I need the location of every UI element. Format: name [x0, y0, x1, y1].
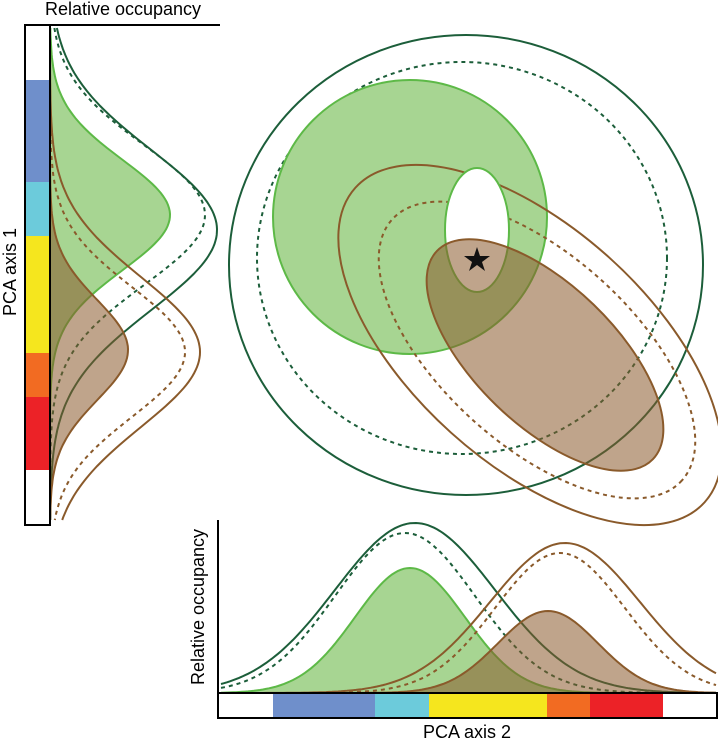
- band-yellow: [429, 694, 547, 717]
- band-cyan: [26, 182, 49, 236]
- axis-label: Relative occupancy: [45, 0, 201, 19]
- brown-dotted-contour: [377, 200, 697, 500]
- density-curve: [220, 531, 716, 694]
- main-plot: [228, 34, 718, 527]
- band-blue: [273, 694, 375, 717]
- band-orange: [547, 694, 590, 717]
- brown-outer-contour: [337, 163, 718, 527]
- band-cyan: [375, 694, 429, 717]
- side-label: PCA axis 1: [0, 228, 20, 316]
- band-yellow: [26, 236, 49, 353]
- side-label: PCA axis 2: [423, 722, 511, 742]
- band-blue: [26, 80, 49, 182]
- left-panel: Relative occupancy PCA axis 1: [0, 0, 220, 526]
- green-outer-contour: [228, 34, 704, 496]
- band-orange: [26, 353, 49, 397]
- bottom-panel: Relative occupancy PCA axis 2: [188, 520, 718, 742]
- axis-label: Relative occupancy: [188, 529, 208, 685]
- band-red: [590, 694, 663, 717]
- brown-core: [425, 238, 665, 472]
- star: [464, 247, 490, 271]
- green-dotted-contour: [256, 61, 668, 455]
- band-red: [26, 397, 49, 470]
